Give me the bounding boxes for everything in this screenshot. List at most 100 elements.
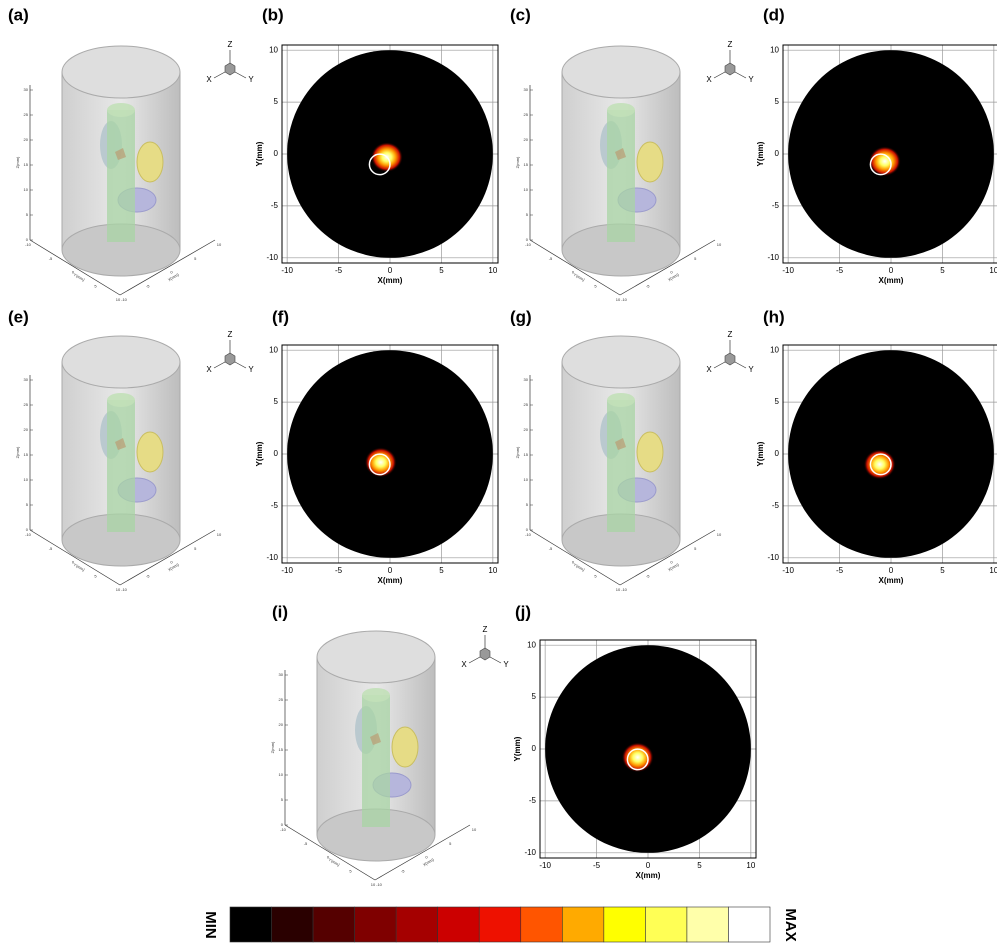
y-axis-label: Y(mm) <box>73 562 86 573</box>
x-tick-label: -5 <box>593 861 601 870</box>
z-tick-label: 5 <box>526 212 529 217</box>
inner-cylinder <box>107 400 135 532</box>
yellow-organ <box>392 727 418 767</box>
z-tick-label: 20 <box>524 137 529 142</box>
y-tick-label: -5 <box>549 546 553 551</box>
y-tick-label: -10 <box>524 848 536 857</box>
z-axis-label: Z(mm) <box>270 741 275 753</box>
z-tick-label: 20 <box>24 137 29 142</box>
y-tick-label: 5 <box>594 283 597 288</box>
hotspot <box>622 742 654 772</box>
y-tick-label: -10 <box>266 553 278 562</box>
outer-cylinder-top <box>62 46 180 98</box>
x-axis-label: X(mm) <box>167 562 180 573</box>
z-tick-label: 25 <box>279 697 284 702</box>
y-axis-label: Y(mm) <box>255 441 264 466</box>
outer-cylinder-top <box>562 336 680 388</box>
triad-y-label: Y <box>248 75 254 84</box>
triad-x-label: X <box>706 365 712 374</box>
inner-cylinder-top <box>107 393 135 407</box>
colorbar-cell <box>687 907 729 942</box>
inner-cylinder-top <box>607 393 635 407</box>
y-tick-label: 0 <box>532 744 537 753</box>
z-tick-label: 15 <box>279 747 284 752</box>
x-tick-label: -5 <box>401 868 405 873</box>
y-axis-label: Y(mm) <box>573 272 586 283</box>
x-tick-label: -10 <box>539 861 551 870</box>
z-tick-label: 30 <box>24 377 29 382</box>
colorbar-min-label: MIN <box>202 911 219 939</box>
triad-x <box>214 362 225 368</box>
phantom-3d: 051015202530Z(mm)-10-50510-10-50510Y(mm)… <box>15 336 222 592</box>
z-tick-label: 20 <box>279 722 284 727</box>
z-tick-label: 30 <box>24 87 29 92</box>
inner-cylinder <box>362 695 390 827</box>
y-tick-label: 5 <box>94 573 97 578</box>
x-tick-label: -10 <box>281 566 293 575</box>
y-tick-label: -10 <box>280 827 287 832</box>
triad-y <box>235 362 246 368</box>
x-tick-label: 5 <box>940 266 945 275</box>
z-tick-label: 5 <box>281 797 284 802</box>
x-tick-label: 5 <box>194 256 197 261</box>
x-tick-label: 10 <box>746 861 755 870</box>
triad-cube <box>225 63 235 75</box>
triad-x <box>469 657 480 663</box>
x-tick-label: -5 <box>836 266 844 275</box>
y-tick-label: 5 <box>94 283 97 288</box>
inner-cylinder-top <box>107 103 135 117</box>
y-tick-label: -5 <box>271 201 279 210</box>
triad-y-label: Y <box>748 365 754 374</box>
x-tick-label: -10 <box>621 587 628 592</box>
yellow-organ <box>637 142 663 182</box>
z-tick-label: 15 <box>524 162 529 167</box>
x-tick-label: -10 <box>621 297 628 302</box>
triad-y <box>735 362 746 368</box>
y-tick-label: 5 <box>274 397 279 406</box>
triad-z-label: Z <box>728 40 733 49</box>
y-tick-label: 0 <box>274 449 279 458</box>
colorbar-cell <box>272 907 314 942</box>
x-axis-label: X(mm) <box>879 576 904 585</box>
colorbar-cell <box>728 907 770 942</box>
colorbar-cell <box>479 907 521 942</box>
phantom-3d: 051015202530Z(mm)-10-50510-10-50510Y(mm)… <box>515 46 722 302</box>
z-tick-label: 10 <box>279 772 284 777</box>
x-tick-label: -5 <box>335 566 343 575</box>
inner-cylinder-top <box>607 103 635 117</box>
y-axis-label: Y(mm) <box>73 272 86 283</box>
triad-x-label: X <box>461 660 467 669</box>
x-tick-label: 10 <box>989 266 997 275</box>
x-tick-label: 10 <box>717 242 722 247</box>
x-tick-label: 5 <box>449 841 452 846</box>
colorbar-cell <box>645 907 687 942</box>
yellow-organ <box>137 142 163 182</box>
inner-cylinder <box>607 110 635 242</box>
x-axis-label: X(mm) <box>879 276 904 285</box>
triad-z-label: Z <box>228 330 233 339</box>
phantom-3d: 051015202530Z(mm)-10-50510-10-50510Y(mm)… <box>515 336 722 592</box>
y-tick-label: -10 <box>266 253 278 262</box>
x-tick-label: -5 <box>646 283 650 288</box>
y-tick-label: -10 <box>525 532 532 537</box>
x-tick-label: -5 <box>836 566 844 575</box>
triad-cube <box>480 648 490 660</box>
x-tick-label: 0 <box>388 266 393 275</box>
z-tick-label: 30 <box>524 87 529 92</box>
x-tick-label: 5 <box>439 266 444 275</box>
x-tick-label: 5 <box>694 546 697 551</box>
z-tick-label: 25 <box>524 402 529 407</box>
triad-cube <box>225 353 235 365</box>
yellow-organ <box>137 432 163 472</box>
phantom-3d: 051015202530Z(mm)-10-50510-10-50510Y(mm)… <box>270 631 477 887</box>
triad-x <box>214 72 225 78</box>
x-tick-label: -5 <box>146 283 150 288</box>
x-tick-label: -10 <box>121 297 128 302</box>
x-tick-label: -10 <box>782 266 794 275</box>
y-tick-label: -10 <box>25 532 32 537</box>
z-tick-label: 25 <box>24 402 29 407</box>
y-tick-label: 5 <box>594 573 597 578</box>
colorbar-cell <box>438 907 480 942</box>
x-tick-label: 0 <box>889 266 894 275</box>
y-tick-label: -5 <box>271 501 279 510</box>
